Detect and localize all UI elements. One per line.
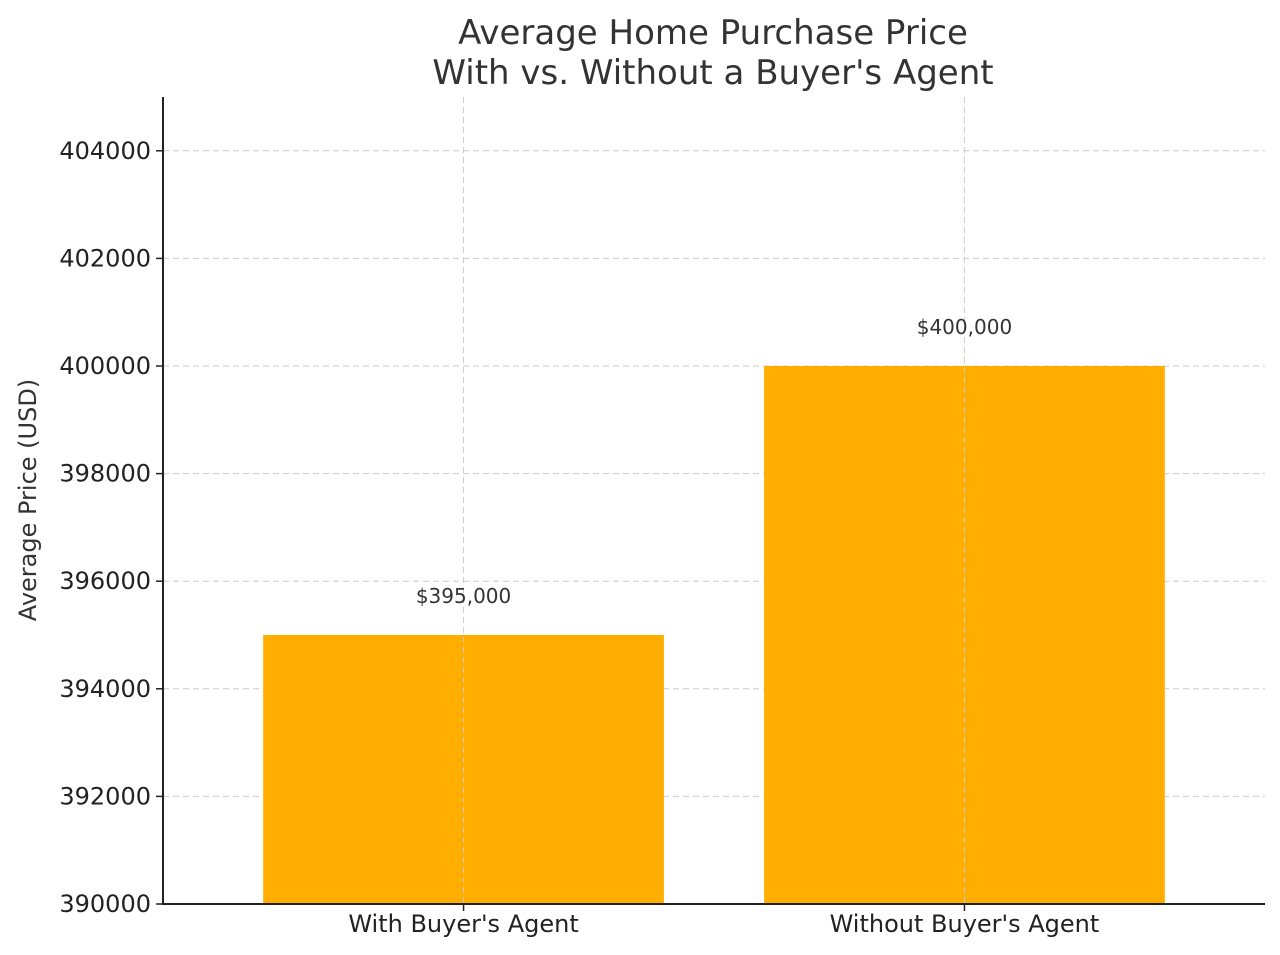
y-tick-label: 398000 [59, 460, 151, 488]
chart-title-line-1: Average Home Purchase Price [458, 13, 968, 53]
x-tick-label: Without Buyer's Agent [830, 910, 1100, 938]
y-tick-label: 396000 [59, 567, 151, 595]
y-tick-label: 402000 [59, 244, 151, 272]
y-tick-label: 394000 [59, 675, 151, 703]
y-tick-label: 404000 [59, 137, 151, 165]
labels: 390000 392000 394000 396000 398000 400000 4020… [59, 137, 1099, 938]
y-axis-label: Average Price (USD) [14, 379, 42, 621]
x-tick-label: With Buyer's Agent [348, 910, 578, 938]
y-tick-label: 392000 [59, 782, 151, 810]
y-tick-label: 400000 [59, 352, 151, 380]
bar-data-label: $395,000 [416, 584, 511, 608]
bars [263, 366, 1165, 904]
bar-data-label: $400,000 [917, 315, 1012, 339]
chart-title: Average Home Purchase Price With vs. Wit… [432, 13, 993, 93]
y-tick-label: 390000 [59, 890, 151, 918]
axes [156, 97, 1265, 911]
bar [764, 366, 1165, 904]
chart-title-line-2: With vs. Without a Buyer's Agent [432, 53, 993, 93]
